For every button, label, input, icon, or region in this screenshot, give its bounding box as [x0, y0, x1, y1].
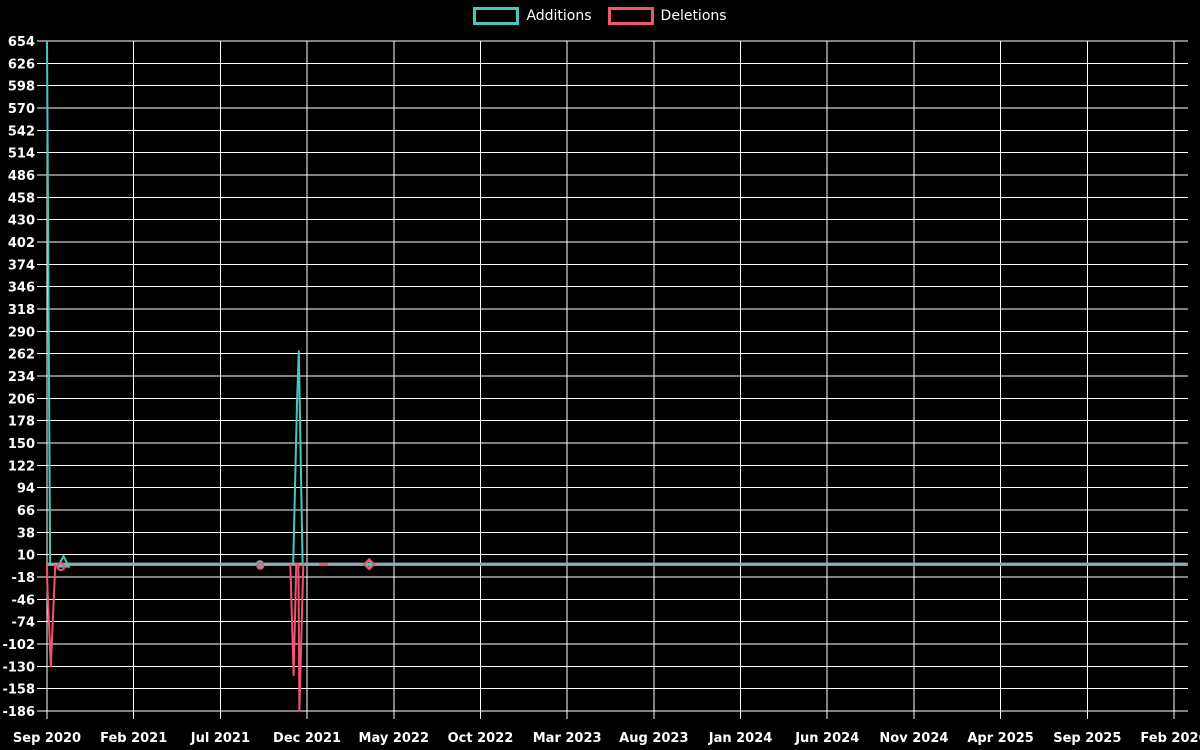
y-tick-label: 486	[8, 169, 35, 184]
y-tick-label: -102	[2, 638, 35, 653]
additions-swatch-icon	[473, 7, 520, 25]
x-tick-label: Feb 2021	[100, 731, 167, 746]
y-tick-label: 10	[17, 549, 35, 564]
y-tick-label: 570	[8, 102, 35, 117]
series-segment	[46, 40, 52, 565]
x-tick-label: Feb 2026	[1140, 731, 1200, 746]
y-tick-label: 178	[8, 415, 35, 430]
y-tick-label: 598	[8, 80, 35, 95]
y-tick-label: 38	[17, 526, 35, 541]
y-tick-label: 290	[8, 325, 35, 340]
y-tick-label: 234	[8, 370, 35, 385]
y-tick-label: 542	[8, 124, 35, 139]
y-tick-label: -74	[12, 616, 36, 631]
y-tick-label: 150	[8, 437, 35, 452]
x-gridlines: Sep 2020 Feb 2021 Jul 2021 Dec 2021 May 2022…	[13, 41, 1200, 746]
legend-label-deletions: Deletions	[660, 8, 727, 24]
x-tick-label: Jun 2024	[794, 731, 859, 746]
y-tick-label: -18	[12, 571, 36, 586]
y-tick-label: 262	[8, 348, 35, 363]
y-tick-label: 626	[8, 57, 35, 72]
x-tick-label: Nov 2024	[879, 731, 948, 746]
y-tick-label: 206	[8, 392, 35, 407]
series-segment	[292, 350, 304, 565]
series-segment	[289, 563, 305, 712]
x-tick-label: Sep 2020	[13, 731, 81, 746]
point-markers	[56, 553, 376, 572]
x-tick-label: Aug 2023	[619, 731, 688, 746]
deletions-swatch-icon	[607, 7, 654, 25]
y-tick-label: 318	[8, 303, 35, 318]
x-tick-label: Jul 2021	[190, 731, 250, 746]
y-tick-label: 374	[8, 258, 35, 273]
marker-circle-icon	[256, 561, 265, 570]
y-tick-label: -158	[2, 683, 35, 698]
y-tick-label: 122	[8, 459, 35, 474]
y-tick-label: 346	[8, 281, 35, 296]
y-tick-label: 514	[8, 147, 35, 162]
x-tick-label: Sep 2025	[1053, 731, 1121, 746]
legend-label-additions: Additions	[526, 8, 592, 24]
y-tick-label: 402	[8, 236, 35, 251]
x-tick-label: Oct 2022	[448, 731, 514, 746]
y-tick-label: 458	[8, 191, 35, 206]
y-tick-label: -186	[2, 705, 35, 720]
y-tick-label: 430	[8, 214, 35, 229]
series-deletions	[46, 563, 305, 712]
x-tick-label: May 2022	[359, 731, 430, 746]
y-tick-label: -46	[12, 593, 36, 608]
y-tick-label: -130	[2, 660, 35, 675]
series-additions	[46, 40, 304, 565]
x-tick-label: Apr 2025	[967, 731, 1034, 746]
x-tick-label: Dec 2021	[273, 731, 341, 746]
y-tick-label: 66	[17, 504, 35, 519]
y-gridlines: 654 626 598 570 542 514 486 458 430 402 374 346 318 2…	[2, 35, 1188, 720]
y-tick-label: 654	[8, 35, 35, 50]
y-tick-label: 94	[17, 482, 35, 497]
legend-item-deletions[interactable]: Deletions	[607, 7, 727, 25]
series-segment	[46, 564, 57, 668]
x-tick-label: Jan 2024	[708, 731, 773, 746]
marker-diamond-icon	[362, 557, 376, 571]
legend-item-additions[interactable]: Additions	[473, 7, 592, 25]
x-tick-label: Mar 2023	[533, 731, 602, 746]
marker-circle-icon	[56, 562, 66, 572]
legend: Additions Deletions	[0, 7, 1200, 25]
